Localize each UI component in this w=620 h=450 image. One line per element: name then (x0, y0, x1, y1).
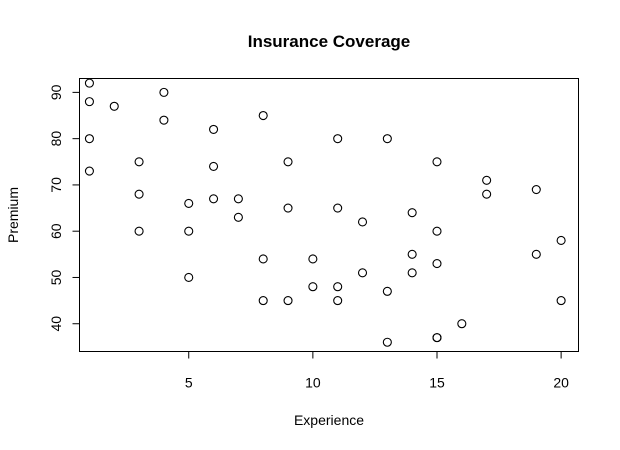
data-point (209, 161, 219, 171)
data-point (357, 217, 368, 227)
data-point (432, 259, 442, 269)
data-point (283, 157, 293, 167)
data-point (482, 175, 492, 185)
data-point (233, 194, 243, 204)
data-points (84, 78, 566, 347)
data-point (333, 203, 343, 213)
data-point (333, 282, 343, 292)
x-tick-label: 15 (429, 375, 445, 391)
y-axis-label: Premium (5, 187, 21, 243)
data-point (283, 203, 293, 213)
data-point (531, 185, 541, 195)
data-point (84, 97, 94, 107)
x-axis: 5 10 15 20 (185, 351, 569, 391)
data-point (482, 189, 492, 199)
data-point (159, 87, 169, 97)
data-point (432, 157, 442, 167)
data-point (407, 208, 417, 218)
y-axis: 40 50 60 70 80 90 (48, 84, 80, 332)
data-point (134, 157, 144, 167)
y-tick-label: 70 (48, 177, 64, 193)
data-point (134, 226, 144, 236)
data-point (258, 254, 268, 264)
x-tick-label: 5 (185, 375, 193, 391)
data-point (333, 296, 343, 306)
x-axis-label: Experience (294, 412, 364, 428)
y-tick-label: 80 (48, 131, 64, 147)
data-point (184, 198, 194, 208)
y-tick-label: 40 (48, 316, 64, 332)
data-point (84, 166, 94, 176)
data-point (407, 249, 417, 259)
data-point (432, 226, 442, 236)
data-point (382, 337, 392, 347)
data-point (283, 296, 293, 306)
data-point (432, 333, 442, 343)
data-point (308, 282, 318, 292)
data-point (382, 134, 392, 144)
data-point (209, 194, 219, 204)
data-point (258, 296, 268, 306)
data-point (531, 249, 541, 259)
data-point (308, 254, 318, 264)
data-point (159, 115, 169, 125)
y-tick-label: 50 (48, 269, 64, 285)
data-point (184, 226, 194, 236)
data-point (233, 212, 243, 222)
x-tick-label: 20 (553, 375, 569, 391)
data-point (84, 78, 94, 88)
data-point (382, 286, 392, 296)
data-point (258, 110, 268, 121)
y-tick-label: 90 (48, 84, 64, 100)
data-point (357, 268, 368, 278)
data-point (407, 268, 417, 278)
y-tick-label: 60 (48, 223, 64, 239)
data-point (134, 189, 144, 199)
data-point (109, 101, 119, 111)
data-point (333, 134, 343, 144)
data-point (184, 272, 194, 283)
data-point (457, 319, 467, 329)
chart-title: Insurance Coverage (248, 32, 411, 51)
data-point (84, 134, 94, 144)
data-point (209, 124, 219, 134)
data-point (556, 296, 566, 306)
x-tick-label: 10 (305, 375, 321, 391)
data-point (556, 235, 566, 245)
plot-frame (79, 78, 579, 352)
